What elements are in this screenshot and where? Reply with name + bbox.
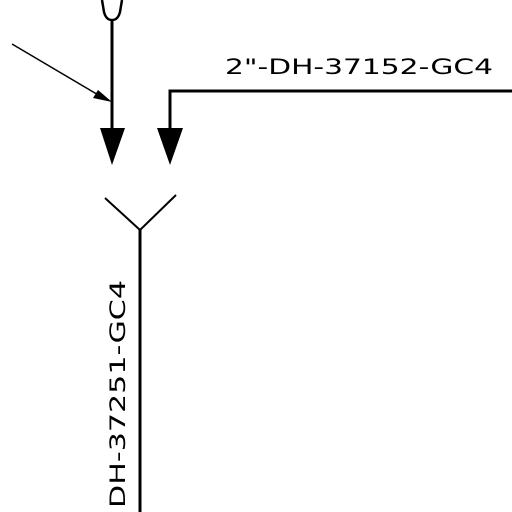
right-flow-arrow <box>157 128 183 165</box>
leader-arrowhead <box>93 90 112 102</box>
left-flow-arrow <box>100 128 125 165</box>
top-valve-symbol <box>100 0 124 22</box>
leader-line <box>11 43 101 97</box>
vertical-pipe-label: DH-37251-GC4 <box>106 280 130 508</box>
horizontal-branch-label: 2"-DH-37152-GC4 <box>225 55 493 79</box>
horizontal-branch-pipe <box>168 89 512 130</box>
merge-funnel-symbol <box>104 194 177 232</box>
